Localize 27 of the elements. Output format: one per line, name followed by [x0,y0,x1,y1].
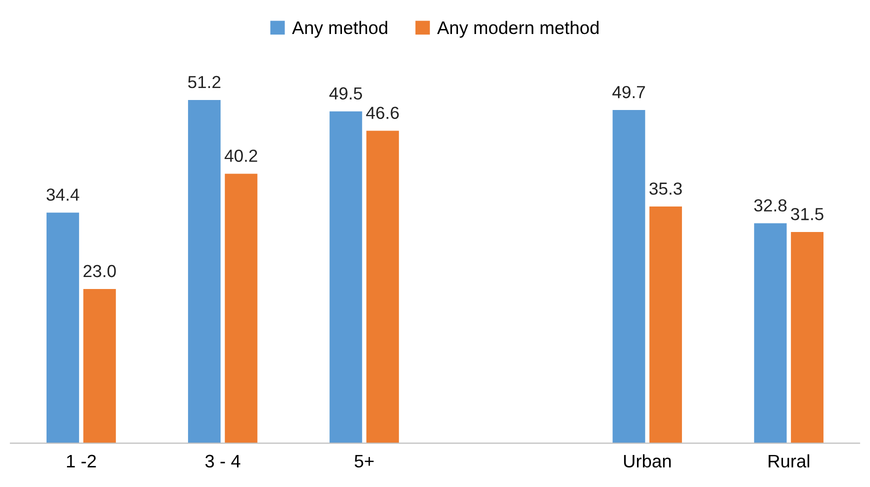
bar [46,212,80,444]
x-tick-label: Urban [624,454,671,468]
bar [188,100,221,444]
data-label: 46.6 [366,106,399,120]
bar [612,110,646,444]
bar [330,111,362,444]
x-tick-label: 3 - 4 [205,454,240,468]
bar [649,206,682,444]
bar [790,232,824,444]
data-label: 34.4 [46,188,80,201]
legend-label: Any method [292,20,388,38]
data-label: 49.7 [612,86,645,98]
data-label: 31.5 [790,208,824,220]
bar [224,174,258,444]
data-label: 35.3 [649,182,682,195]
data-label: 40.2 [224,150,258,162]
legend-label: Any modern method [437,20,599,38]
data-label: 51.2 [188,76,220,88]
data-label: 32.8 [754,199,787,212]
bar [366,130,399,444]
x-tick-label: Rural [768,454,810,468]
data-label: 23.0 [84,264,116,278]
bar [83,288,116,444]
bar [754,223,787,444]
x-tick-label: 1 -2 [67,454,96,468]
data-label: 49.5 [329,87,362,100]
x-tick-label: 5+ [354,454,374,468]
